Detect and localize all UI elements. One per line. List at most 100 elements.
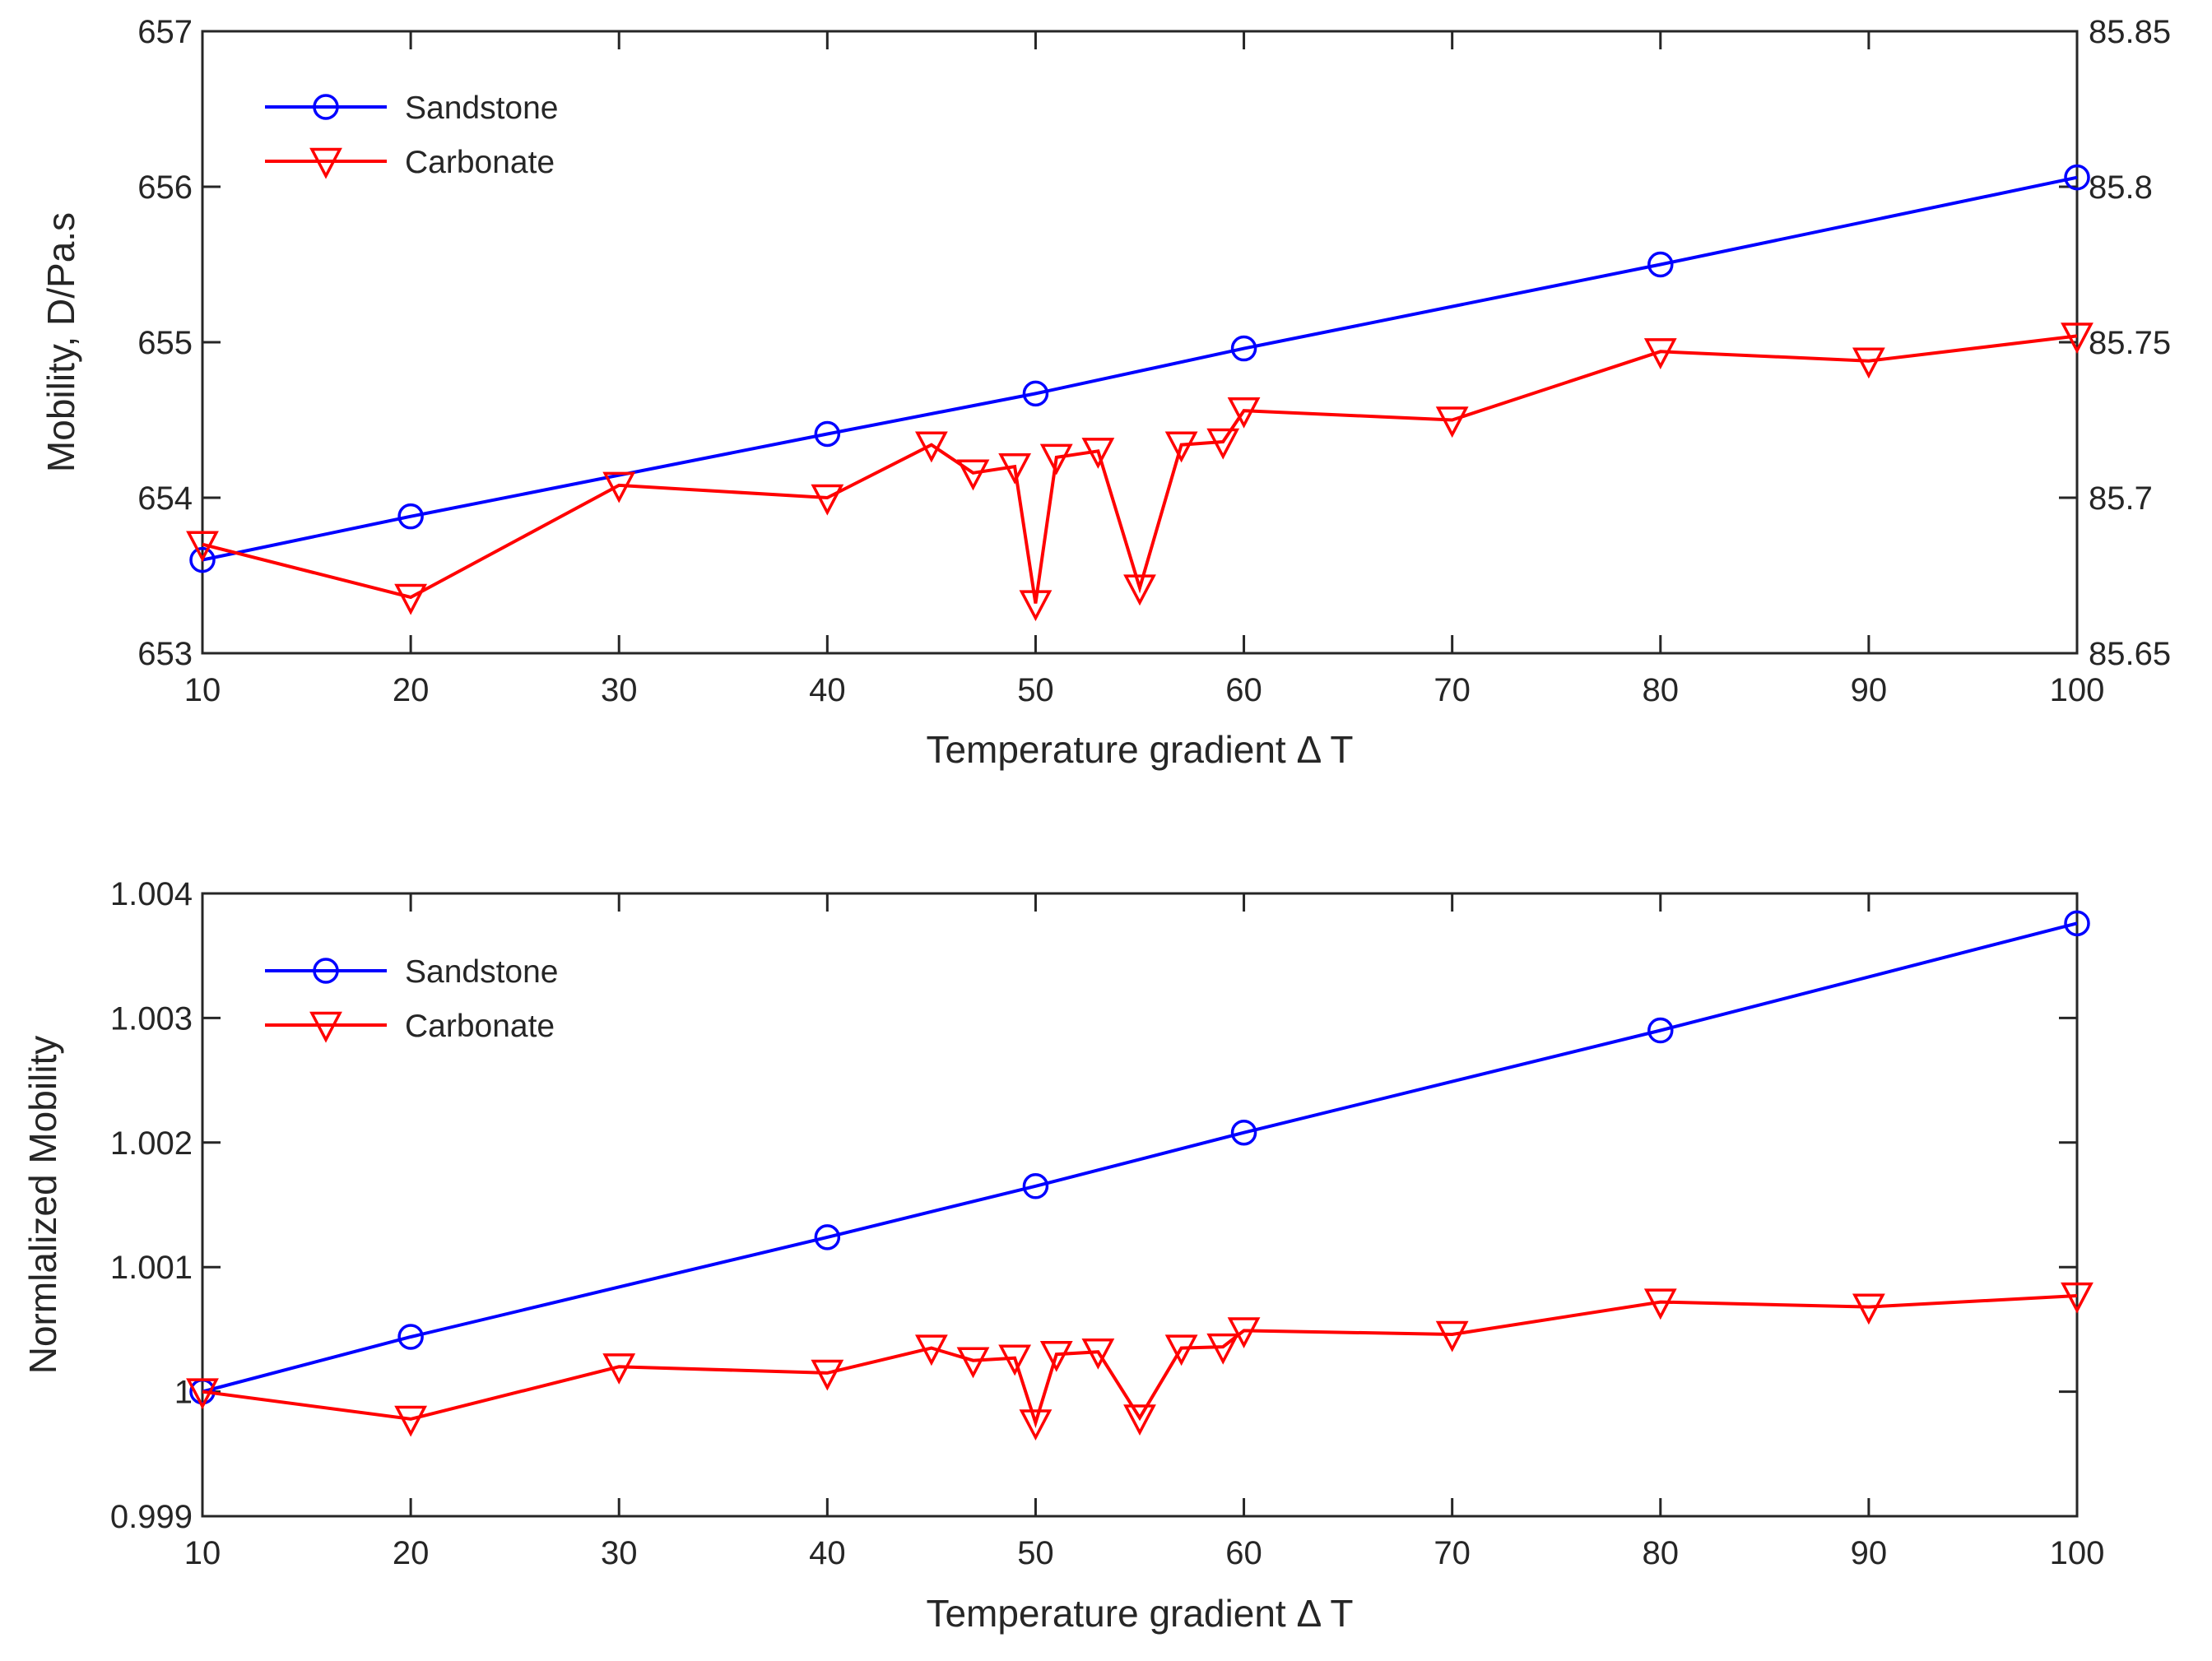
legend-marker-carbonate bbox=[309, 147, 342, 179]
x-tick-label-bottom: 90 bbox=[1851, 1535, 1888, 1571]
x-tick-label-bottom: 10 bbox=[184, 1535, 221, 1571]
chart-top: 10 20 30 40 50 60 70 80 90 100 653 654 655 656 657 85.6… bbox=[40, 14, 2171, 771]
x-axis-title-top: Temperature gradient Δ T bbox=[926, 728, 1353, 771]
data-point-carbonate-top bbox=[1206, 428, 1240, 460]
data-point-carbonate-bottom bbox=[1227, 1317, 1261, 1349]
legend-label-carbonate: Carbonate bbox=[405, 145, 555, 180]
y-tick-label-top: 655 bbox=[137, 325, 193, 361]
legend-marker-sandstone bbox=[313, 958, 339, 984]
data-point-sandstone-top bbox=[814, 420, 841, 448]
data-point-carbonate-bottom bbox=[1164, 1334, 1198, 1366]
data-point-carbonate-top bbox=[1039, 443, 1073, 476]
y-axis-title-bottom: Normlalized Mobility bbox=[21, 1036, 64, 1375]
data-point-carbonate-bottom bbox=[602, 1353, 636, 1385]
data-point-carbonate-top bbox=[811, 484, 844, 516]
data-point-carbonate-bottom bbox=[1852, 1293, 1885, 1325]
data-point-carbonate-top bbox=[1164, 431, 1198, 463]
x-tick-label-bottom: 50 bbox=[1017, 1535, 1054, 1571]
chart-bottom: 10 20 30 40 50 60 70 80 90 100 0.999 1 1.001 1.002 1.0… bbox=[21, 876, 2104, 1635]
y-axis-title-top: Mobility, D/Pa.s bbox=[40, 212, 82, 472]
legend-top: Sandstone Carbonate bbox=[265, 90, 559, 180]
y-tick-label-bottom: 1.002 bbox=[110, 1125, 193, 1162]
data-point-carbonate-bottom bbox=[1039, 1340, 1073, 1372]
data-point-carbonate-bottom bbox=[394, 1405, 428, 1437]
data-point-carbonate-top bbox=[1227, 397, 1261, 429]
x-tick-label-bottom: 100 bbox=[2050, 1535, 2105, 1571]
data-point-carbonate-top bbox=[2061, 322, 2094, 355]
data-point-carbonate-bottom bbox=[1435, 1320, 1469, 1352]
x-tick-label-top: 50 bbox=[1017, 672, 1054, 708]
data-point-carbonate-top bbox=[914, 431, 948, 463]
y2-tick-label-top: 85.65 bbox=[2089, 636, 2171, 672]
x-tick-label-top: 100 bbox=[2050, 672, 2105, 708]
data-point-sandstone-top bbox=[397, 503, 424, 530]
data-point-sandstone-bottom bbox=[2064, 910, 2090, 937]
data-point-sandstone-bottom bbox=[397, 1324, 424, 1350]
data-point-carbonate-top bbox=[1435, 406, 1469, 438]
x-axis-title-bottom: Temperature gradient Δ T bbox=[926, 1592, 1353, 1635]
data-point-carbonate-bottom bbox=[998, 1344, 1032, 1376]
data-point-sandstone-top bbox=[189, 546, 216, 573]
data-point-carbonate-top bbox=[1081, 438, 1115, 469]
x-tick-label-top: 30 bbox=[601, 672, 638, 708]
plot-area-top bbox=[201, 30, 2079, 655]
data-point-sandstone-bottom bbox=[1647, 1017, 1674, 1044]
x-tick-label-bottom: 40 bbox=[809, 1535, 846, 1571]
legend-marker-carbonate bbox=[309, 1011, 342, 1043]
y2-tick-label-top: 85.8 bbox=[2089, 169, 2153, 206]
data-point-carbonate-top bbox=[602, 471, 636, 503]
data-point-carbonate-bottom bbox=[1019, 1409, 1053, 1441]
x-tick-label-top: 80 bbox=[1643, 672, 1680, 708]
x-tick-label-bottom: 70 bbox=[1434, 1535, 1471, 1571]
x-tick-label-top: 90 bbox=[1851, 672, 1888, 708]
x-tick-label-bottom: 20 bbox=[393, 1535, 430, 1571]
data-point-carbonate-top bbox=[186, 531, 219, 563]
data-point-carbonate-bottom bbox=[1081, 1338, 1115, 1370]
legend-label-carbonate: Carbonate bbox=[405, 1009, 555, 1044]
y2-tick-label-top: 85.85 bbox=[2089, 14, 2171, 50]
series-line-sandstone-bottom bbox=[202, 921, 2078, 1394]
series-top bbox=[186, 164, 2094, 622]
series-line-carbonate-top bbox=[202, 334, 2078, 604]
y-tick-label-bottom: 1.003 bbox=[110, 1000, 193, 1037]
data-point-sandstone-top bbox=[2064, 164, 2090, 191]
series-line-carbonate-bottom bbox=[202, 1294, 2078, 1429]
y-tick-label-bottom: 0.999 bbox=[110, 1499, 193, 1535]
data-point-carbonate-bottom bbox=[1206, 1333, 1240, 1365]
data-point-carbonate-top bbox=[1643, 338, 1677, 369]
x-tick-label-bottom: 60 bbox=[1225, 1535, 1262, 1571]
series-line-sandstone-top bbox=[202, 175, 2078, 562]
data-point-carbonate-bottom bbox=[914, 1334, 948, 1366]
data-point-carbonate-bottom bbox=[1643, 1288, 1677, 1320]
data-point-carbonate-top bbox=[956, 459, 990, 491]
x-tick-label-bottom: 30 bbox=[601, 1535, 638, 1571]
data-point-carbonate-bottom bbox=[811, 1359, 844, 1391]
data-point-carbonate-bottom bbox=[2061, 1282, 2094, 1314]
y-tick-label-bottom: 1 bbox=[174, 1375, 193, 1411]
data-point-carbonate-top bbox=[1123, 574, 1156, 606]
ticks-bottom: 10 20 30 40 50 60 70 80 90 100 0.999 1 1.001 1.002 1.0… bbox=[110, 876, 2104, 1571]
x-tick-label-top: 70 bbox=[1434, 672, 1471, 708]
data-point-carbonate-bottom bbox=[956, 1347, 990, 1379]
x-tick-label-top: 20 bbox=[393, 672, 430, 708]
y-tick-label-bottom: 1.001 bbox=[110, 1250, 193, 1286]
data-point-carbonate-top bbox=[394, 583, 428, 615]
data-point-sandstone-top bbox=[1230, 335, 1257, 362]
data-point-sandstone-bottom bbox=[1022, 1173, 1049, 1199]
y-tick-label-top: 657 bbox=[137, 14, 193, 50]
x-tick-label-top: 40 bbox=[809, 672, 846, 708]
data-point-carbonate-top bbox=[1019, 590, 1053, 622]
data-point-sandstone-bottom bbox=[1230, 1119, 1257, 1146]
legend-bottom: Sandstone Carbonate bbox=[265, 954, 559, 1044]
data-point-sandstone-top bbox=[1022, 380, 1049, 407]
data-point-sandstone-top bbox=[1647, 251, 1674, 278]
data-point-sandstone-bottom bbox=[814, 1224, 841, 1250]
series-bottom bbox=[186, 910, 2094, 1441]
y-tick-label-top: 656 bbox=[137, 169, 193, 206]
y-tick-label-top: 653 bbox=[137, 636, 193, 672]
data-point-carbonate-top bbox=[998, 453, 1032, 485]
ticks-top: 10 20 30 40 50 60 70 80 90 100 653 654 655 656 657 85.6… bbox=[137, 14, 2171, 708]
data-point-carbonate-top bbox=[1852, 347, 1885, 379]
legend-label-sandstone: Sandstone bbox=[405, 90, 559, 126]
